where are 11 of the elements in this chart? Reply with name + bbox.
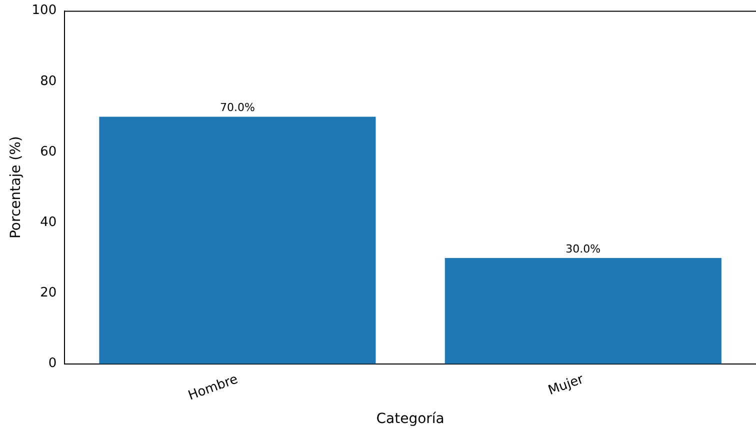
y-tick-label: 60 bbox=[40, 144, 57, 160]
y-tick-label: 0 bbox=[48, 356, 57, 372]
data-label: 30.0% bbox=[566, 242, 601, 256]
y-tick-label: 40 bbox=[40, 215, 57, 230]
y-axis-title: Porcentaje (%) bbox=[8, 136, 24, 239]
x-axis-title: Categoría bbox=[376, 411, 444, 428]
y-tick-label: 80 bbox=[40, 74, 57, 89]
x-tick-label: Mujer bbox=[546, 372, 586, 399]
data-label: 70.0% bbox=[220, 101, 255, 114]
y-tick-label: 20 bbox=[40, 286, 57, 301]
y-tick-label: 100 bbox=[32, 3, 57, 18]
